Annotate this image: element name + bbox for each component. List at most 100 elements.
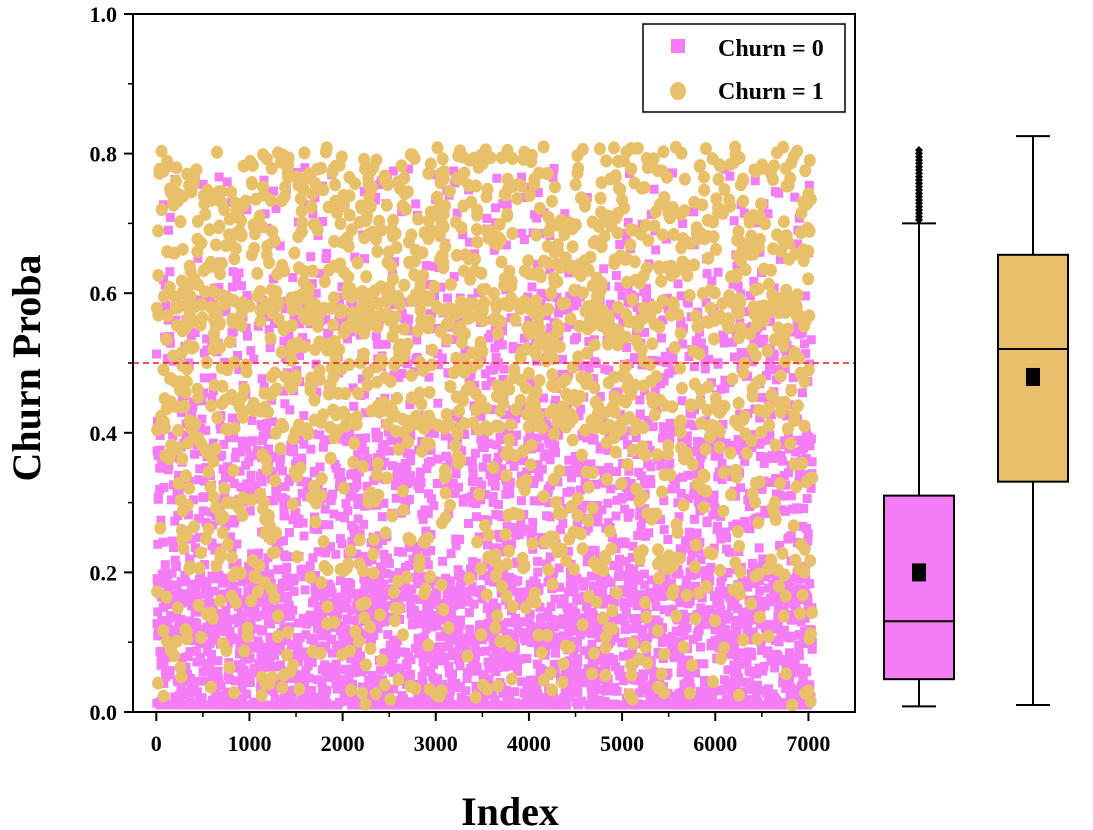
churn-0-point xyxy=(702,518,712,528)
churn-0-point xyxy=(595,444,605,454)
churn-0-point xyxy=(275,241,285,251)
churn-0-point xyxy=(259,700,269,710)
churn-0-point xyxy=(722,533,732,543)
churn-1-point xyxy=(225,550,238,564)
churn-1-point xyxy=(639,640,652,654)
churn-0-point xyxy=(802,524,812,533)
churn-0-point xyxy=(483,657,493,667)
churn-1-point xyxy=(402,435,415,449)
churn-0-point xyxy=(204,665,213,675)
churn-0-point xyxy=(593,511,603,521)
churn-1-point xyxy=(367,566,380,580)
churn-0-point xyxy=(656,515,665,525)
churn-0-point xyxy=(601,679,611,689)
churn-0-point xyxy=(419,632,429,642)
churn-0-point xyxy=(512,430,521,440)
churn-0-point xyxy=(213,656,223,666)
churn-0-point xyxy=(762,429,772,439)
churn-0-point xyxy=(478,570,488,580)
churn-0-point xyxy=(649,673,659,683)
churn-0-point xyxy=(315,601,325,611)
churn-0-point xyxy=(276,641,286,651)
churn-0-point xyxy=(524,316,534,325)
churn-0-point xyxy=(778,678,788,688)
churn-1-point xyxy=(475,628,488,642)
churn-0-point xyxy=(634,688,644,698)
churn-0-point xyxy=(497,464,507,474)
churn-0-point xyxy=(537,612,547,622)
churn-1-point xyxy=(763,418,776,432)
churn-0-point xyxy=(421,624,431,633)
churn-0-point xyxy=(652,700,661,710)
churn-0-point xyxy=(222,177,232,187)
churn-0-point xyxy=(153,539,163,549)
churn-1-point xyxy=(776,546,789,560)
churn-1-point xyxy=(172,477,185,491)
churn-0-point xyxy=(210,700,220,710)
churn-0-point xyxy=(460,346,470,355)
churn-0-point xyxy=(403,164,413,174)
churn-0-point xyxy=(619,431,629,441)
churn-0-point xyxy=(658,315,668,325)
churn-0-point xyxy=(528,518,538,527)
churn-0-point xyxy=(806,335,816,345)
churn-0-point xyxy=(444,640,454,650)
churn-0-point xyxy=(634,613,644,623)
churn-0-point xyxy=(451,534,461,544)
churn-0-point xyxy=(705,605,715,615)
churn-0-point xyxy=(164,225,173,235)
churn-0-point xyxy=(691,668,700,678)
churn-0-point xyxy=(640,682,650,692)
churn-0-point xyxy=(798,676,808,686)
churn-0-point xyxy=(743,621,753,631)
churn-0-point xyxy=(586,700,596,710)
churn-0-point xyxy=(622,343,632,352)
churn-1-point xyxy=(637,301,650,315)
churn-0-point xyxy=(199,388,208,398)
churn-0-point xyxy=(166,700,176,710)
churn-0-point xyxy=(759,334,769,344)
churn-0-point xyxy=(644,592,653,602)
churn-0-point xyxy=(505,661,515,671)
churn-0-point xyxy=(297,457,307,466)
churn-0-point xyxy=(288,515,298,525)
churn-1-point xyxy=(512,508,525,522)
churn-0-point xyxy=(424,428,434,438)
churn-0-point xyxy=(623,650,633,660)
churn-0-point xyxy=(483,674,493,684)
churn-0-point xyxy=(433,454,443,464)
churn-0-point xyxy=(696,642,705,652)
churn-1-point xyxy=(444,277,457,291)
churn-0-point xyxy=(594,465,604,475)
churn-0-point xyxy=(243,654,253,664)
churn-1-point xyxy=(677,498,690,512)
churn-0-point xyxy=(207,541,217,551)
churn-0-point xyxy=(595,695,605,705)
churn-0-point xyxy=(348,468,358,478)
churn-0-point xyxy=(756,451,765,461)
scatter-points-layer xyxy=(150,140,819,712)
churn-0-point xyxy=(562,700,572,710)
churn-0-point xyxy=(243,331,252,341)
churn-1-point xyxy=(718,641,731,655)
churn-0-point xyxy=(567,680,577,690)
churn-0-point xyxy=(207,393,217,403)
churn-0-point xyxy=(173,588,183,598)
churn-0-point xyxy=(300,585,310,595)
churn-0-point xyxy=(289,586,299,596)
churn-0-point xyxy=(786,490,796,500)
churn-0-point xyxy=(448,591,458,600)
churn-0-point xyxy=(423,509,433,519)
churn-1-point xyxy=(381,178,394,192)
churn-0-point xyxy=(318,217,328,226)
churn-0-point xyxy=(490,695,500,705)
churn-0-point xyxy=(685,567,695,577)
churn-0-point xyxy=(374,531,384,541)
churn-0-point xyxy=(307,657,317,667)
churn-0-point xyxy=(663,535,673,544)
churn-0-point xyxy=(464,237,474,247)
churn-0-point xyxy=(740,456,750,466)
churn-0-point xyxy=(203,590,213,600)
churn-0-point xyxy=(499,364,509,374)
churn-0-point xyxy=(660,351,670,361)
